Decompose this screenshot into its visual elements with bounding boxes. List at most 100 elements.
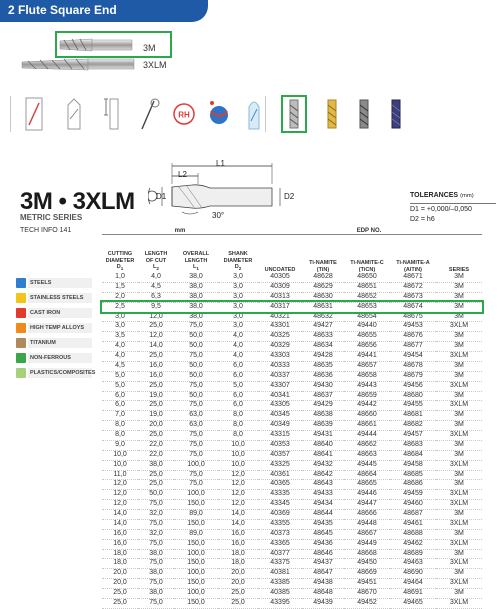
table-row[interactable]: 10,0 22,0 75,0 10,0 40357 48641 48663 48684 3M (102, 450, 482, 461)
table-cell: 12,0 (218, 499, 258, 510)
table-cell: 3,0 (218, 312, 258, 323)
material-item: HIGH TEMP ALLOYS (16, 321, 92, 335)
tolerances-title: TOLERANCES (mm) (410, 192, 474, 199)
material-swatch (16, 293, 26, 303)
table-cell: 48630 (302, 292, 344, 303)
table-row[interactable]: 18,0 38,0 100,0 18,0 40377 48646 48668 48689 3M (102, 549, 482, 560)
table-row[interactable]: 16,0 75,0 150,0 16,0 43365 49436 49449 49462 3XL… (102, 539, 482, 550)
table-row[interactable]: 20,0 38,0 100,0 20,0 40381 48647 48669 48690 3M (102, 568, 482, 580)
table-cell: 100,0 (174, 489, 218, 501)
table-row[interactable]: 11,0 25,0 75,0 12,0 40361 48642 48664 48685 3M (102, 470, 482, 481)
tin-coated-tool-icon[interactable] (318, 95, 346, 133)
table-row[interactable]: 18,0 75,0 150,0 18,0 43375 49437 49450 49463 3XL… (102, 558, 482, 570)
table-cell: 75,0 (138, 578, 174, 589)
table-cell: 49447 (344, 499, 390, 510)
table-row[interactable]: 4,5 16,0 50,0 6,0 40333 48635 48657 48678 3M (102, 361, 482, 372)
mm-group-header: mm (102, 226, 258, 235)
table-row[interactable]: 9,0 22,0 75,0 10,0 40353 48640 48662 48683 3M (102, 440, 482, 451)
product-subtitle: METRIC SERIES (20, 213, 83, 222)
table-cell: 25,0 (138, 381, 174, 392)
table-cell: 49435 (302, 519, 344, 530)
short-end-mill-image (59, 38, 133, 52)
table-cell: 75,0 (138, 598, 174, 609)
table-cell: 49428 (302, 351, 344, 362)
tool-illustrations: 3M 3XLM (0, 28, 500, 83)
material-item: PLASTICS/COMPOSITES (16, 366, 95, 380)
table-row[interactable]: 25,0 38,0 100,0 25,0 40385 48648 48670 48691 3M (102, 588, 482, 599)
table-row[interactable]: 20,0 75,0 150,0 20,0 43385 49438 49451 49464 3XL… (102, 578, 482, 589)
table-cell: 5,0 (102, 371, 138, 382)
table-row[interactable]: 12,0 75,0 150,0 12,0 43345 49434 49447 49460 3XL… (102, 499, 482, 510)
ticn-coated-tool-icon[interactable] (350, 95, 378, 133)
table-cell: 10,0 (218, 460, 258, 471)
table-cell: 32,0 (138, 509, 174, 520)
table-cell: 75,0 (174, 440, 218, 451)
table-row[interactable]: 2,0 6,3 38,0 3,0 40313 48630 48652 48673 3M (102, 292, 482, 303)
table-cell: 48677 (390, 341, 436, 352)
table-cell: 43307 (258, 381, 302, 392)
tolerance-d1: D1 = +0,000/–0,050 (410, 206, 472, 213)
table-cell: 20,0 (102, 568, 138, 580)
table-cell: 40325 (258, 331, 302, 343)
table-cell: 40365 (258, 479, 302, 491)
table-cell: 49460 (390, 499, 436, 510)
table-cell: 43395 (258, 598, 302, 609)
table-row[interactable]: 2,5 9,5 38,0 3,0 40317 48631 48653 48674 3M (100, 300, 484, 314)
table-cell: 43303 (258, 351, 302, 362)
table-cell: 50,0 (174, 341, 218, 352)
table-cell: 20,0 (138, 420, 174, 431)
table-cell: 49445 (344, 460, 390, 471)
table-row[interactable]: 5,0 25,0 75,0 5,0 43307 49430 49443 49456 3XLM (102, 381, 482, 392)
table-row[interactable]: 25,0 75,0 150,0 25,0 43395 49439 49452 49465 3XL… (102, 598, 482, 609)
selected-tool-highlight (55, 31, 172, 58)
table-row[interactable]: 6,0 19,0 50,0 6,0 40341 48637 48659 48680 3M (102, 391, 482, 402)
table-cell: 43325 (258, 460, 302, 471)
table-row[interactable]: 1,5 4,5 38,0 3,0 40309 48629 48651 48672 3M (102, 282, 482, 293)
table-row[interactable]: 16,0 32,0 89,0 16,0 40373 48645 48667 48688 3M (102, 529, 482, 540)
table-row[interactable]: 6,0 25,0 75,0 6,0 43305 49429 49442 49455 3XLM (102, 400, 482, 412)
table-cell: 40349 (258, 420, 302, 431)
table-row[interactable]: 3,0 12,0 38,0 3,0 40321 48632 48654 48675 3M (102, 312, 482, 323)
table-cell: 49429 (302, 400, 344, 412)
altin-coated-tool-icon[interactable] (382, 95, 410, 133)
table-cell: 1,0 (102, 273, 138, 283)
table-cell: 3M (436, 479, 482, 491)
table-row[interactable]: 8,0 25,0 75,0 8,0 43315 49431 49444 49457 3XLM (102, 430, 482, 441)
uncoated-tool-icon-selected[interactable] (280, 95, 308, 133)
table-cell: 40361 (258, 470, 302, 481)
table-row[interactable]: 12,0 50,0 100,0 12,0 43335 49433 49446 49459 3XL… (102, 489, 482, 501)
table-cell: 48671 (390, 273, 436, 283)
table-row[interactable]: 14,0 32,0 89,0 14,0 40369 48644 48666 48687 3M (102, 509, 482, 520)
table-cell: 150,0 (174, 539, 218, 550)
tolerances-title-text: TOLERANCES (410, 192, 459, 199)
table-row[interactable]: 14,0 75,0 150,0 14,0 43355 49435 49448 49461 3XL… (102, 519, 482, 530)
table-row[interactable]: 4,0 14,0 50,0 4,0 40329 48634 48656 48677 3M (102, 341, 482, 352)
label-3xlm: 3XLM (143, 60, 167, 70)
table-cell: 7,0 (102, 410, 138, 422)
table-row[interactable]: 3,5 12,0 50,0 4,0 40325 48633 48655 48676 3M (102, 331, 482, 343)
table-row[interactable]: 5,0 16,0 50,0 6,0 40337 48636 48658 48679 3M (102, 371, 482, 382)
table-cell: 48639 (302, 420, 344, 431)
table-cell: 8,0 (218, 420, 258, 431)
header-tab: 2 Flute Square End (0, 0, 208, 22)
table-row[interactable]: 8,0 20,0 63,0 8,0 40349 48639 48661 48682 3M (102, 420, 482, 431)
table-cell: 3XLM (436, 460, 482, 471)
table-cell: 48650 (344, 273, 390, 283)
table-group-header: mm EDP NO. (102, 226, 482, 235)
table-cell: 12,0 (218, 489, 258, 501)
material-label: HIGH TEMP ALLOYS (28, 323, 92, 333)
right-hand-cut-icon: RH (173, 103, 195, 125)
table-cell: 3M (436, 371, 482, 382)
table-row[interactable]: 12,0 25,0 75,0 12,0 40365 48643 48665 48686 3M (102, 479, 482, 491)
table-row[interactable]: 4,0 25,0 75,0 4,0 43303 49428 49441 49454 3XLM (102, 351, 482, 362)
material-label: STEELS (28, 278, 92, 288)
table-row[interactable]: 1,0 4,0 38,0 3,0 40305 48628 48650 48671 3M (102, 273, 482, 283)
table-cell: 49454 (390, 351, 436, 362)
table-cell: 40381 (258, 568, 302, 580)
table-row[interactable]: 3,0 25,0 75,0 3,0 43301 49427 49440 49453 3XLM (102, 321, 482, 333)
table-row[interactable]: 7,0 19,0 63,0 8,0 40345 48638 48660 48681 3M (102, 410, 482, 422)
table-cell: 3,5 (102, 331, 138, 343)
table-cell: 48648 (302, 588, 344, 599)
table-row[interactable]: 10,0 38,0 100,0 10,0 43325 49432 49445 49458 3XL… (102, 460, 482, 471)
table-cell: 38,0 (138, 588, 174, 599)
